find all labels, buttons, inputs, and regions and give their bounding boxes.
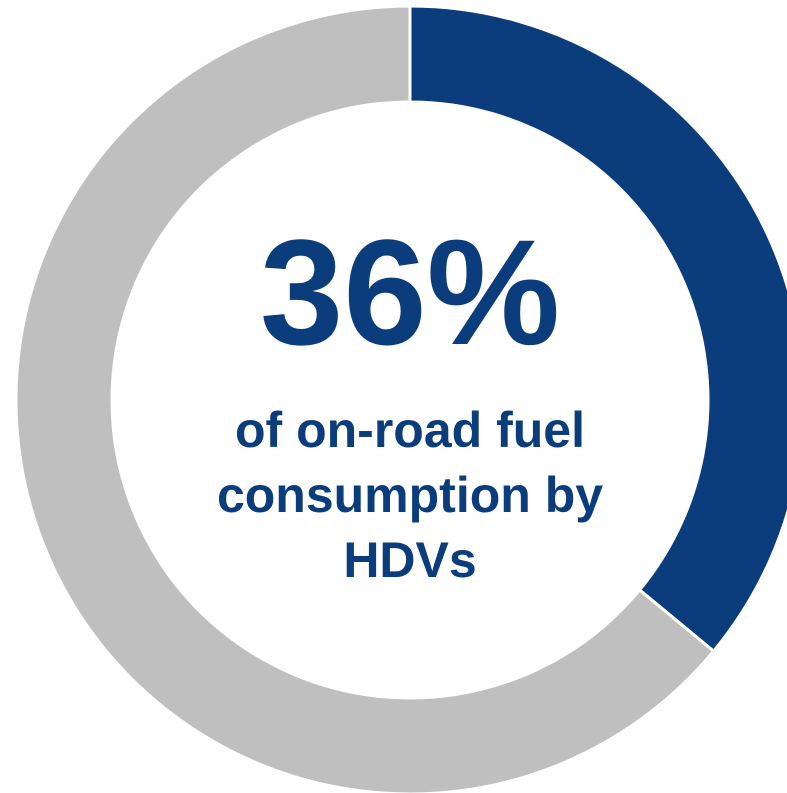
center-text: of on-road fuel consumption by HDVs bbox=[216, 402, 604, 588]
donut-segment bbox=[408, 4, 787, 654]
value-label: 36% bbox=[259, 208, 561, 376]
donut-segment bbox=[14, 4, 716, 793]
